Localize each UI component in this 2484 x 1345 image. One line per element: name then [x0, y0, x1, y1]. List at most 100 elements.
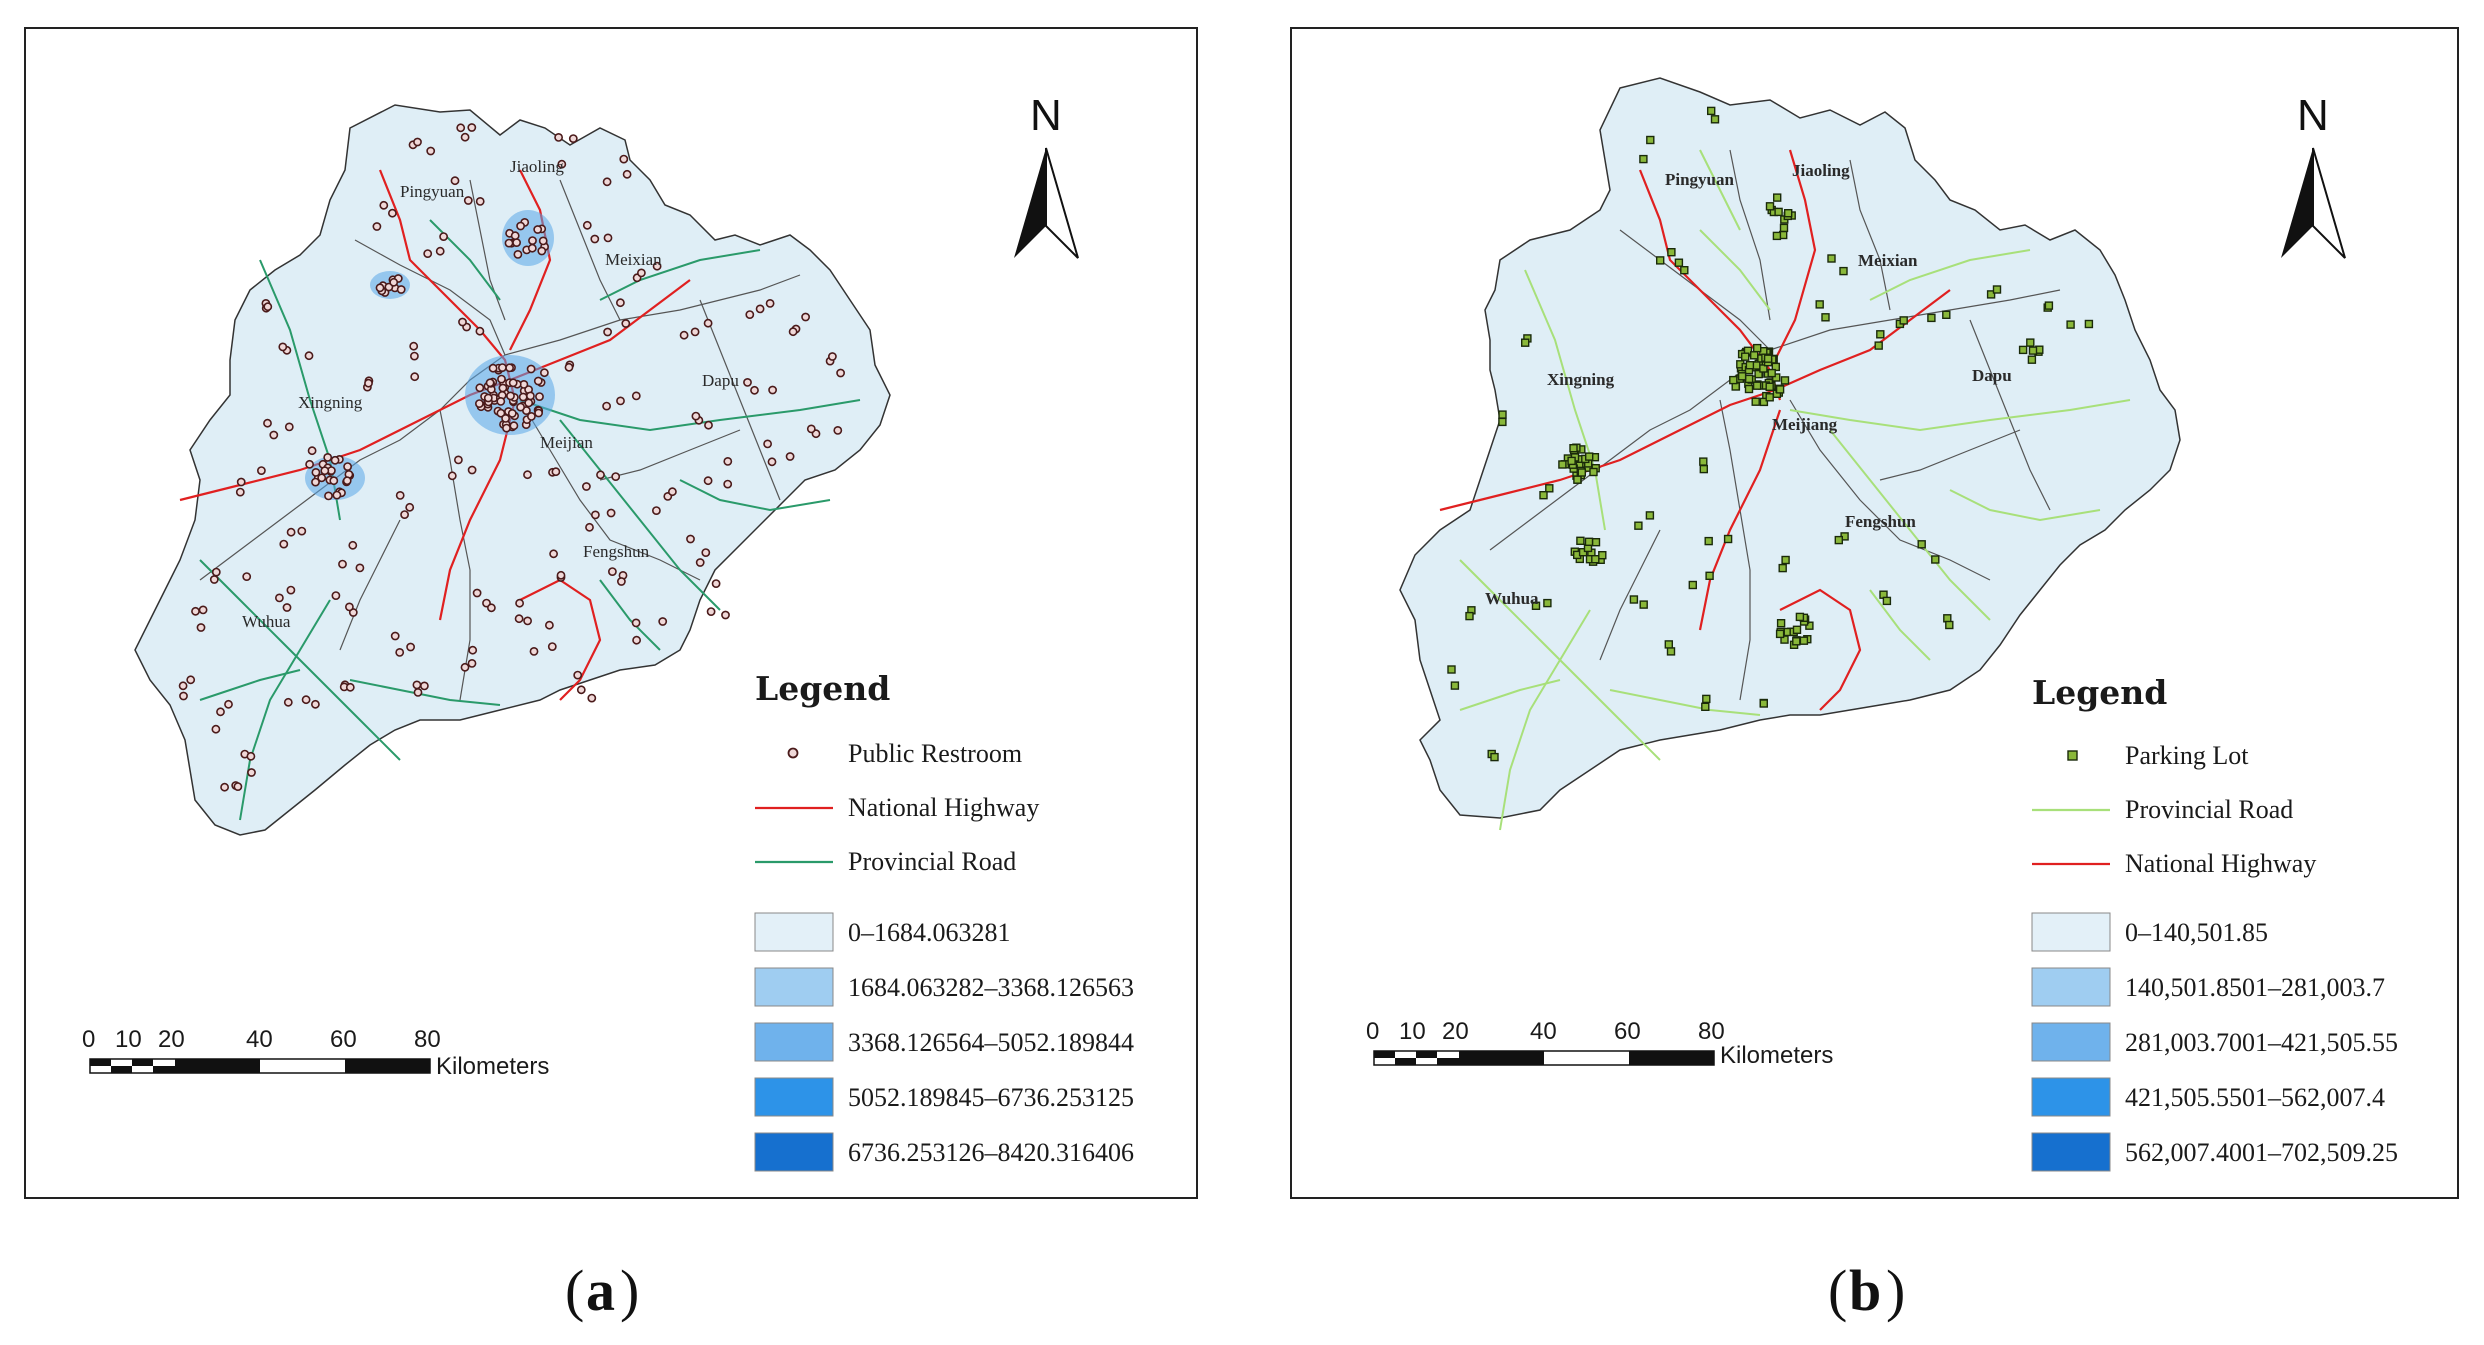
restroom-point	[447, 471, 457, 481]
parking-point	[1752, 343, 1762, 353]
parking-point	[1490, 752, 1499, 762]
restroom-point	[320, 466, 330, 476]
parking-point	[1729, 375, 1738, 385]
restroom-point	[483, 393, 493, 403]
restroom-point	[631, 391, 641, 401]
restroom-point	[533, 376, 543, 386]
north-label: N	[2297, 91, 2329, 140]
restroom-point	[547, 642, 557, 651]
restroom-point	[723, 479, 733, 489]
restroom-point	[498, 383, 508, 393]
panel-b-scale-bar: 0 10 20 40 60 80 Kilometers	[1366, 1018, 1833, 1069]
restroom-point	[301, 695, 311, 705]
restroom-point	[616, 396, 625, 406]
restroom-point	[409, 351, 419, 361]
restroom-point	[535, 392, 544, 401]
restroom-point	[526, 364, 536, 374]
parking-point	[2044, 301, 2054, 310]
scale-tick-0: 0	[1366, 1018, 1379, 1045]
restroom-point	[568, 134, 578, 143]
legend-class-label-4: 421,505.5501–562,007.4	[2125, 1083, 2385, 1112]
parking-point	[1882, 596, 1892, 606]
parking-point	[1759, 397, 1769, 407]
parking-point	[1874, 341, 1883, 350]
restroom-point	[621, 319, 631, 328]
parking-point	[1754, 369, 1763, 379]
caption-open-paren: (	[1828, 1258, 1847, 1323]
restroom-point	[344, 602, 354, 612]
restroom-point	[529, 647, 539, 656]
restroom-point	[345, 682, 355, 692]
parking-point	[1779, 223, 1789, 233]
parking-point	[1799, 636, 1809, 645]
caption-letter: b	[1849, 1258, 1881, 1323]
parking-point	[1931, 555, 1940, 564]
restroom-point	[311, 467, 321, 477]
restroom-point	[364, 378, 373, 388]
restroom-point	[460, 132, 470, 142]
restroom-point	[372, 222, 382, 231]
restroom-point	[179, 691, 188, 701]
parking-point	[1577, 468, 1587, 477]
parking-point	[1674, 258, 1684, 267]
restroom-point	[331, 591, 341, 600]
north-label: N	[1030, 91, 1062, 140]
parking-point	[1558, 460, 1567, 469]
restroom-point	[458, 317, 467, 327]
restroom-point	[703, 318, 713, 328]
panel-a-north-arrow: N	[1014, 91, 1079, 259]
restroom-point	[387, 208, 397, 218]
restroom-point	[505, 363, 514, 373]
panel-b-legend: Legend Parking Lot Provincial Road Natio…	[2031, 673, 2398, 1172]
restroom-point	[516, 402, 525, 412]
parking-point	[1805, 621, 1814, 630]
restroom-point	[400, 510, 409, 519]
restroom-point	[486, 603, 496, 613]
legend-provincial-road-label: Provincial Road	[848, 847, 1016, 876]
restroom-point	[475, 326, 485, 336]
restroom-point	[274, 593, 284, 603]
restroom-point	[695, 558, 705, 567]
restroom-point	[460, 662, 470, 672]
parking-point	[1765, 202, 1775, 211]
restroom-point	[603, 233, 613, 243]
restroom-point	[540, 368, 549, 378]
restroom-point	[329, 476, 339, 486]
restroom-point	[512, 238, 521, 247]
restroom-point	[833, 425, 843, 435]
restroom-point	[523, 470, 532, 480]
restroom-point	[590, 234, 600, 244]
district-label-jiaoling: Jiaoling	[1792, 161, 1850, 180]
legend-class-label-3: 3368.126564–5052.189844	[848, 1028, 1134, 1057]
restroom-point	[198, 605, 208, 615]
restroom-point	[711, 579, 721, 588]
parking-point	[2018, 345, 2028, 355]
parking-point	[1573, 475, 1582, 484]
restroom-point	[396, 285, 406, 294]
restroom-point	[395, 648, 405, 657]
parking-point	[1699, 464, 1709, 474]
restroom-point	[637, 268, 646, 278]
parking-point	[1776, 619, 1786, 628]
restroom-point	[524, 398, 534, 408]
scale-tick-40: 40	[246, 1026, 273, 1053]
restroom-point	[379, 200, 389, 210]
restroom-point	[691, 411, 701, 421]
legend-title: Legend	[755, 669, 890, 708]
restroom-point	[467, 659, 477, 668]
parking-point	[1567, 456, 1576, 466]
parking-point	[1639, 600, 1648, 609]
parking-point	[1744, 374, 1754, 384]
legend-class-label-2: 1684.063282–3368.126563	[848, 973, 1134, 1002]
legend-class-swatch-5	[754, 1132, 834, 1172]
district-label-fengshun: Fengshun	[1845, 512, 1916, 531]
restroom-point	[488, 363, 498, 373]
restroom-point	[596, 470, 605, 480]
parking-point	[1666, 647, 1676, 656]
parking-point	[1834, 535, 1844, 545]
legend-class-swatch-5	[2031, 1132, 2111, 1172]
panel-b: Pingyuan Jiaoling Meixian Xingning Dapu …	[1290, 27, 2459, 1199]
scale-tick-10: 10	[115, 1026, 142, 1053]
parking-point	[1737, 372, 1747, 381]
restroom-point	[475, 196, 485, 206]
